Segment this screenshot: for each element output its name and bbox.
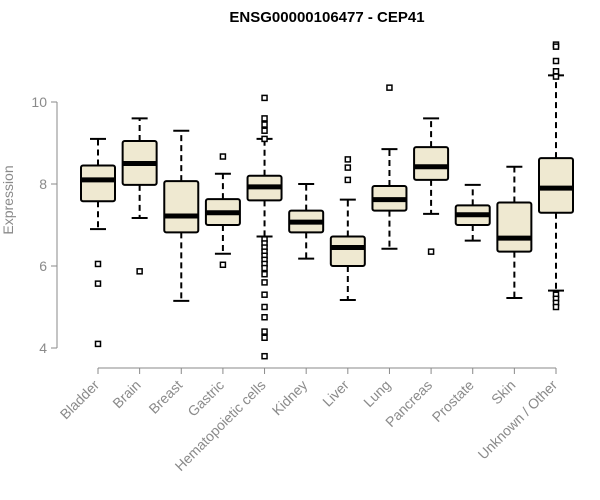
outlier-point xyxy=(261,264,268,272)
outlier-point xyxy=(261,334,268,341)
box-iqr xyxy=(329,235,366,267)
outlier-point xyxy=(261,135,268,143)
outlier-point xyxy=(552,68,560,75)
box-iqr xyxy=(538,157,574,214)
outlier-point xyxy=(386,84,393,91)
outlier-point xyxy=(261,115,268,122)
outlier-point xyxy=(261,303,268,311)
x-tick-label: Lung xyxy=(360,377,393,410)
box-group xyxy=(496,165,533,299)
x-tick-label: Bladder xyxy=(57,377,103,423)
x-tick-label: Unknown / Other xyxy=(475,377,561,463)
box-iqr xyxy=(163,180,200,234)
box-iqr xyxy=(496,201,533,253)
outlier-point xyxy=(219,153,227,160)
x-tick-label: Kidney xyxy=(269,377,311,419)
outlier-point xyxy=(261,121,268,128)
outlier-point xyxy=(261,127,268,134)
box-group xyxy=(371,84,408,250)
box-group xyxy=(538,41,574,311)
box-iqr xyxy=(80,164,116,203)
outlier-point xyxy=(552,57,560,65)
x-tick-label: Skin xyxy=(488,377,519,408)
box-group xyxy=(413,117,450,255)
y-tick-label: 6 xyxy=(39,258,47,274)
y-axis: 4 6 8 10 xyxy=(31,94,58,356)
outlier-point xyxy=(261,279,268,286)
x-tick-label: Brain xyxy=(109,377,143,411)
outlier-point xyxy=(344,176,352,184)
box-group xyxy=(288,183,325,260)
outlier-point xyxy=(261,270,268,278)
outlier-point xyxy=(261,314,268,321)
y-tick-label: 4 xyxy=(39,340,47,356)
outlier-point xyxy=(94,280,102,287)
x-tick-label: Liver xyxy=(319,377,352,410)
y-tick-label: 8 xyxy=(39,176,47,192)
outlier-point xyxy=(219,261,227,269)
x-tick-label: Prostate xyxy=(429,377,477,425)
x-tick-label: Breast xyxy=(145,377,185,417)
outlier-point xyxy=(552,303,560,311)
y-tick-label: 10 xyxy=(31,94,47,110)
outlier-point xyxy=(261,291,268,298)
box-group xyxy=(204,153,241,269)
outlier-point xyxy=(94,260,102,268)
outlier-point xyxy=(427,248,435,255)
outlier-point xyxy=(261,94,268,102)
outlier-point xyxy=(94,340,102,348)
outlier-point xyxy=(136,268,143,275)
box-group xyxy=(80,137,116,348)
box-group xyxy=(454,183,491,242)
plot-area xyxy=(80,41,574,360)
outlier-point xyxy=(261,352,268,360)
y-axis-label: Expression xyxy=(0,165,16,234)
outlier-point xyxy=(261,328,268,335)
box-group xyxy=(163,129,200,302)
box-iqr xyxy=(413,146,450,181)
box-group xyxy=(329,156,366,302)
outlier-point xyxy=(552,73,560,80)
box-group xyxy=(121,117,158,275)
outlier-point xyxy=(344,164,352,171)
box-group xyxy=(246,94,283,360)
chart-title: ENSG00000106477 - CEP41 xyxy=(229,9,424,26)
outlier-point xyxy=(344,156,352,163)
outlier-point xyxy=(552,43,560,50)
